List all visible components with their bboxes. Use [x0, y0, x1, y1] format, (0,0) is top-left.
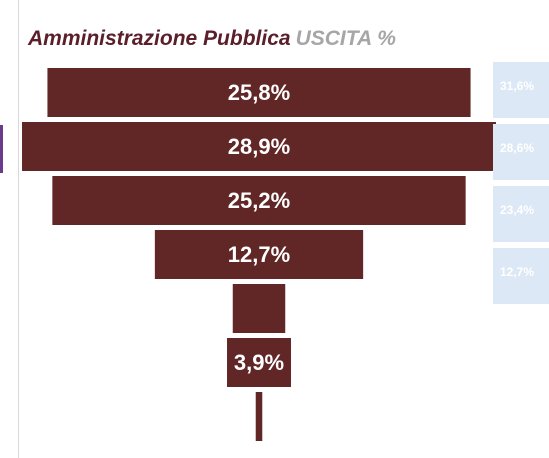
edge-marker [0, 125, 3, 173]
comparison-label: 31,6% [500, 79, 534, 93]
bar-label: 28,9% [228, 134, 290, 159]
comparison-box [493, 248, 549, 304]
title: Amministrazione Pubblica [27, 27, 291, 50]
bar-label: 12,7% [228, 242, 290, 267]
chart-title: Amministrazione Pubblica USCITA % [27, 27, 396, 50]
subtitle: USCITA % [296, 27, 397, 50]
funnel-bar [227, 338, 291, 387]
comparison-label: 12,7% [500, 265, 534, 279]
bar-label: 25,8% [228, 80, 290, 105]
funnel-bar [22, 122, 496, 171]
bar-label: 3,9% [234, 350, 284, 375]
comparison-box [493, 186, 549, 242]
comparison-box [493, 124, 549, 180]
bar-label: 25,2% [228, 188, 290, 213]
funnel-bar [232, 284, 286, 333]
funnel-bar [255, 392, 263, 441]
comparison-label: 28,6% [500, 141, 534, 155]
funnel-bar [47, 68, 471, 117]
funnel-bar [154, 230, 364, 279]
comparison-label: 23,4% [500, 203, 534, 217]
funnel-bar [52, 176, 466, 225]
comparison-box [493, 62, 549, 118]
